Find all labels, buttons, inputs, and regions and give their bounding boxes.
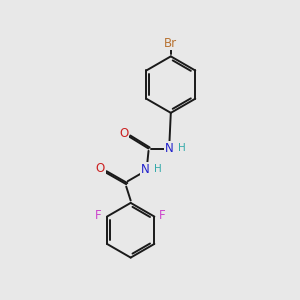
Text: H: H	[154, 164, 162, 174]
Text: N: N	[141, 163, 150, 176]
Text: F: F	[159, 208, 166, 222]
Text: H: H	[178, 143, 185, 153]
Text: N: N	[165, 142, 174, 155]
Text: Br: Br	[164, 37, 177, 50]
Text: O: O	[119, 127, 128, 140]
Text: F: F	[95, 208, 102, 222]
Text: O: O	[95, 162, 105, 175]
